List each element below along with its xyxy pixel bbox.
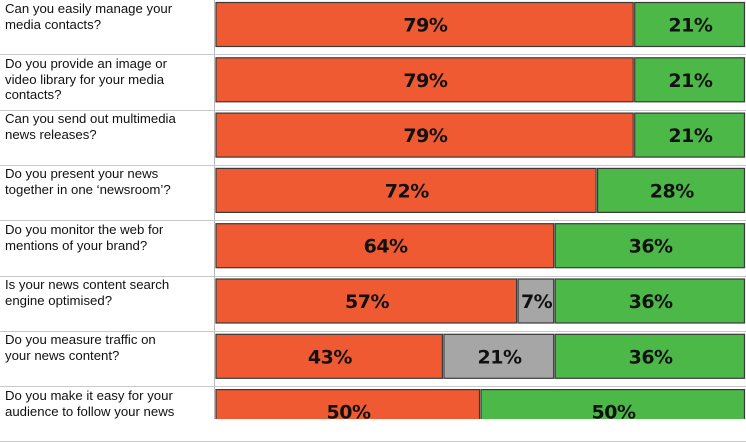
question-label: Is your news content search engine optimi… <box>5 277 205 308</box>
bar-segment <box>215 57 634 103</box>
question-label-line: Do you provide an image or <box>5 56 168 71</box>
data-label: 57% <box>345 291 389 313</box>
bar-segment <box>215 1 634 48</box>
data-label: 50% <box>327 402 371 419</box>
question-label-line: media contacts? <box>5 16 102 32</box>
data-label: 36% <box>629 236 673 258</box>
row-separator <box>0 110 746 111</box>
data-label: 79% <box>403 15 447 37</box>
question-label: Do you make it easy for your audience to … <box>5 388 205 419</box>
data-label: 50% <box>592 402 636 419</box>
data-label: 79% <box>403 125 447 147</box>
question-label-line: Can you easily manage your <box>5 1 173 16</box>
row-separator <box>0 54 746 55</box>
data-label: 79% <box>403 70 447 92</box>
data-label: 21% <box>668 15 712 37</box>
data-label: 36% <box>629 346 673 368</box>
row-separator <box>0 276 746 277</box>
bar-segment <box>596 167 746 213</box>
question-label-line: Do you monitor the web for <box>5 222 164 237</box>
question-label: Do you monitor the web for mentions of yo… <box>5 222 205 253</box>
bar-segment <box>634 57 746 103</box>
bar-segment <box>215 389 481 419</box>
data-label: 64% <box>364 236 408 258</box>
data-label: 43% <box>308 346 352 368</box>
row-separator <box>0 386 746 387</box>
bar-segment <box>215 223 555 269</box>
data-label: 72% <box>385 180 429 202</box>
stacked-bar-chart: 79% 21% 79% 21% 79% 21% 72% 28% 64% 36% 57% 7% 36% 43… <box>215 1 746 419</box>
bar-segment <box>480 389 746 419</box>
bars-group: 79% 21% 79% 21% 79% 21% 72% 28% 64% 36% 57% 7% 36% 43… <box>215 1 746 419</box>
question-label-line: engine optimised? <box>5 292 113 308</box>
data-label: 21% <box>668 70 712 92</box>
bar-segment <box>215 167 597 213</box>
question-label: Can you send out multimedia news releases… <box>5 111 205 142</box>
question-label-line: Do you make it easy for your <box>5 388 173 403</box>
question-label-line: Do you present your news <box>5 166 159 181</box>
category-axis-line <box>214 0 215 419</box>
question-label-line: together in one ‘newsroom’? <box>5 181 171 197</box>
question-label: Can you easily manage your media contacts… <box>5 1 205 32</box>
question-label-line: mentions of your brand? <box>5 237 148 253</box>
question-label-line: Do you measure traffic on <box>5 332 156 347</box>
question-label: Do you present your news together in one … <box>5 166 205 197</box>
data-label: 21% <box>478 346 522 368</box>
row-separator <box>0 220 746 221</box>
bar-segment <box>634 112 746 158</box>
question-label-line: your news content? <box>5 347 120 363</box>
question-label-line: Can you send out multimedia <box>5 111 176 126</box>
question-label-line: audience to follow your news <box>5 403 175 419</box>
question-label-line: video library for your media <box>5 71 165 87</box>
question-label-line: contacts? <box>5 87 62 102</box>
bar-segment <box>634 1 746 48</box>
question-label-line: news releases? <box>5 126 97 142</box>
data-label: 7% <box>521 291 553 313</box>
data-label: 36% <box>629 291 673 313</box>
bar-segment <box>554 223 746 269</box>
data-label: 21% <box>668 125 712 147</box>
bar-segment <box>443 333 555 379</box>
row-separator <box>0 165 746 166</box>
data-label: 28% <box>650 180 694 202</box>
bar-segment <box>517 278 555 324</box>
bar-segment <box>554 333 746 379</box>
bar-segment <box>215 278 518 324</box>
question-label-line: Is your news content search <box>5 277 170 292</box>
bar-segment <box>215 333 443 379</box>
row-separator <box>0 331 746 332</box>
bar-segment <box>554 278 746 324</box>
bar-segment <box>215 112 634 158</box>
question-label: Do you measure traffic on your news conte… <box>5 332 205 363</box>
question-label: Do you provide an image or video library … <box>5 56 205 103</box>
